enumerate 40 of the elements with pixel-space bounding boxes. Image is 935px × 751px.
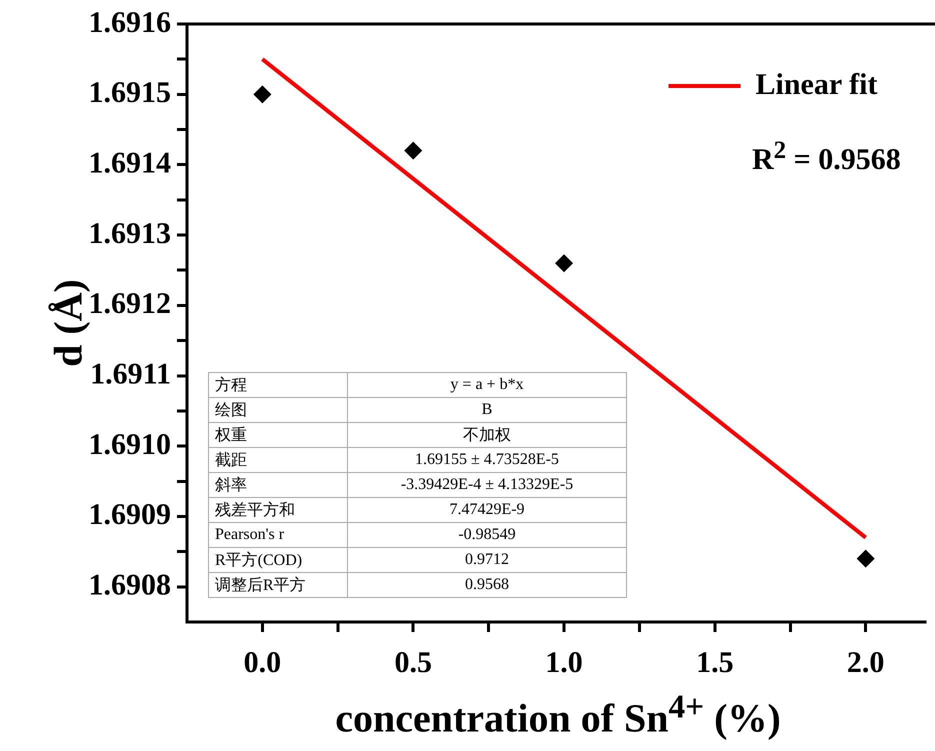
annotation: -3.39429E-4 ± 4.13329E-5 [348, 472, 626, 498]
annotation: 0.9568 [348, 572, 626, 598]
annotation: y = a + b*x [348, 372, 626, 398]
annotation: 7.47429E-9 [348, 498, 626, 522]
y-axis-title: d (Å) [44, 279, 90, 367]
x-tick-label: 2.0 [846, 646, 884, 679]
y-tick-label: 1.6909 [88, 498, 171, 532]
y-tick-label: 1.6913 [88, 216, 171, 250]
point [253, 85, 272, 104]
point [856, 550, 875, 568]
annotation: 权重 [208, 422, 348, 448]
y-tick-label: 1.6916 [88, 6, 171, 39]
annotation: B [348, 398, 626, 422]
point [555, 254, 574, 272]
y-tick-label: 1.6914 [88, 146, 171, 180]
x-tick-label: 0.5 [394, 646, 432, 679]
annotation: 0.9712 [348, 548, 626, 572]
annotation: 截距 [208, 448, 348, 472]
annotation: 斜率 [208, 472, 348, 498]
x-tick-label: 0.0 [244, 646, 282, 679]
y-tick-label: 1.6908 [88, 568, 171, 602]
annotation: 调整后R平方 [208, 572, 348, 598]
annotation: 方程 [208, 372, 348, 398]
annotation: 绘图 [208, 398, 348, 422]
annotation: 1.69155 ± 4.73528E-5 [348, 448, 626, 472]
x-tick-label: 1.0 [545, 646, 583, 679]
point [404, 142, 422, 160]
x-axis-title: concentration of Sn$^{4+}$ (%) [335, 688, 781, 742]
y-tick-label: 1.6915 [88, 76, 171, 110]
annotation: R平方(COD) [208, 548, 348, 572]
annotation: -0.98549 [348, 522, 626, 548]
y-tick-label: 1.6911 [90, 358, 171, 391]
annotation: R$^{2}$ = 0.9568 [752, 137, 901, 177]
annotation: Pearson's r [208, 522, 348, 548]
y-tick-label: 1.6912 [88, 287, 171, 320]
annotation: 残差平方和 [208, 498, 348, 522]
annotation: 不加权 [348, 422, 626, 448]
y-tick-label: 1.6910 [88, 428, 171, 461]
legend-label: Linear fit [756, 68, 878, 101]
x-tick-label: 1.5 [696, 646, 734, 679]
